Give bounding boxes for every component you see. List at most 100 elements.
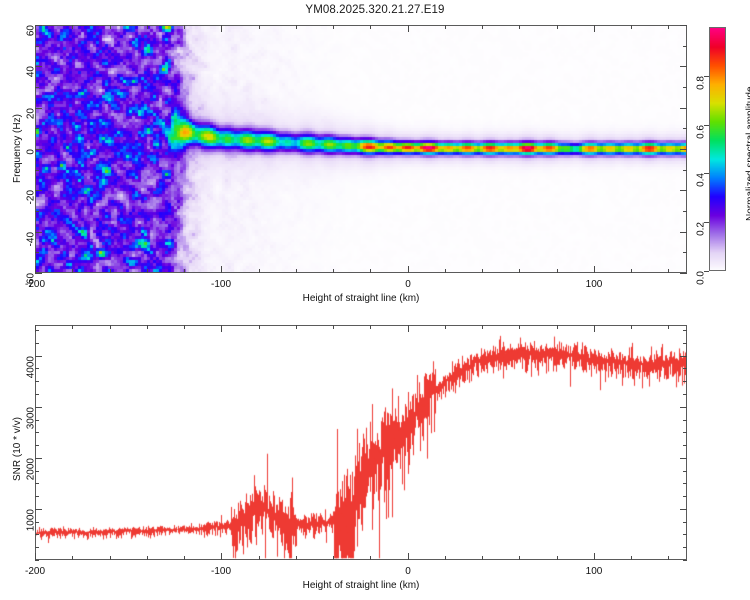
axis-tick — [35, 381, 39, 382]
axis-tick — [110, 25, 111, 29]
axis-tick — [221, 553, 223, 560]
axis-tick-label: 0 — [405, 566, 411, 577]
axis-tick — [35, 170, 39, 171]
axis-tick — [35, 560, 39, 561]
axis-tick — [72, 556, 73, 560]
axis-tick — [631, 25, 632, 29]
axis-tick — [35, 471, 39, 472]
snr-xlabel: Height of straight line (km) — [302, 580, 420, 591]
axis-tick — [683, 87, 687, 88]
spectrogram-plot-area[interactable] — [35, 25, 687, 273]
axis-tick — [147, 556, 148, 560]
axis-tick — [35, 266, 37, 273]
axis-tick — [35, 509, 42, 511]
axis-tick — [631, 269, 632, 273]
axis-tick — [680, 66, 687, 68]
axis-tick — [680, 273, 687, 275]
axis-tick — [296, 325, 297, 329]
axis-tick — [680, 190, 687, 192]
axis-tick — [683, 252, 687, 253]
axis-tick-label: 0.6 — [695, 125, 707, 139]
axis-tick-label: -200 — [24, 566, 46, 577]
axis-tick — [35, 547, 39, 548]
axis-tick — [35, 273, 42, 275]
axis-tick — [184, 325, 185, 329]
axis-tick — [35, 458, 42, 460]
spectrogram-ylabel: Frequency (Hz) — [12, 114, 23, 183]
axis-tick — [704, 173, 709, 175]
axis-tick — [683, 420, 687, 421]
axis-tick — [445, 25, 446, 29]
axis-tick — [668, 269, 669, 273]
axis-tick-label: -60 — [25, 273, 37, 288]
axis-tick — [557, 269, 558, 273]
axis-tick — [35, 25, 42, 27]
axis-tick — [35, 420, 39, 421]
axis-tick — [680, 25, 687, 27]
colorbar-label: Normalized spectral amplitude — [745, 86, 750, 221]
axis-tick — [680, 458, 687, 460]
snr-ylabel: SNR (10 * v/v) — [12, 416, 23, 481]
axis-tick — [259, 269, 260, 273]
axis-tick — [408, 25, 410, 32]
axis-tick — [221, 266, 223, 273]
axis-tick — [110, 269, 111, 273]
axis-tick — [683, 483, 687, 484]
axis-tick — [683, 394, 687, 395]
axis-tick — [72, 25, 73, 29]
axis-tick — [683, 170, 687, 171]
axis-tick — [259, 25, 260, 29]
axis-tick — [370, 325, 371, 329]
axis-tick — [296, 556, 297, 560]
axis-tick-label: -40 — [25, 232, 37, 247]
axis-tick — [35, 534, 39, 535]
axis-tick — [35, 496, 39, 497]
axis-tick — [408, 325, 410, 332]
axis-tick — [296, 269, 297, 273]
axis-tick — [147, 269, 148, 273]
axis-tick — [35, 368, 39, 369]
axis-tick — [35, 325, 37, 332]
axis-tick — [519, 556, 520, 560]
axis-tick — [35, 128, 39, 129]
axis-tick — [704, 222, 709, 224]
axis-tick — [680, 407, 687, 409]
axis-tick-label: 0 — [25, 149, 37, 155]
axis-tick — [482, 556, 483, 560]
axis-tick — [35, 553, 37, 560]
axis-tick — [35, 66, 42, 68]
colorbar-scale[interactable] — [709, 27, 726, 271]
axis-tick — [683, 330, 687, 331]
snr-plot-area[interactable] — [35, 325, 687, 560]
axis-tick — [35, 343, 39, 344]
page-title: YM08.2025.320.21.27.E19 — [305, 4, 445, 16]
axis-tick — [680, 509, 687, 511]
axis-tick — [557, 556, 558, 560]
axis-tick — [35, 407, 42, 409]
axis-tick-label: 0.8 — [695, 76, 707, 90]
axis-tick — [683, 522, 687, 523]
axis-tick — [184, 556, 185, 560]
axis-tick — [259, 556, 260, 560]
axis-tick — [519, 325, 520, 329]
axis-tick — [408, 266, 410, 273]
axis-tick — [147, 325, 148, 329]
axis-tick — [683, 445, 687, 446]
axis-tick — [110, 556, 111, 560]
axis-tick — [445, 325, 446, 329]
spectrogram-xlabel: Height of straight line (km) — [302, 293, 420, 304]
axis-tick — [184, 269, 185, 273]
axis-tick — [35, 25, 37, 32]
axis-tick — [680, 149, 687, 151]
axis-tick-label: 4000 — [25, 356, 37, 379]
axis-tick — [72, 269, 73, 273]
axis-tick-label: 0.0 — [695, 271, 707, 285]
axis-tick — [35, 87, 39, 88]
axis-tick — [35, 232, 42, 234]
axis-tick-label: 1000 — [25, 509, 37, 532]
axis-tick — [35, 356, 42, 358]
axis-tick — [35, 190, 42, 192]
axis-tick — [683, 46, 687, 47]
axis-tick-label: 0.4 — [695, 173, 707, 187]
axis-tick-label: -100 — [210, 566, 232, 577]
